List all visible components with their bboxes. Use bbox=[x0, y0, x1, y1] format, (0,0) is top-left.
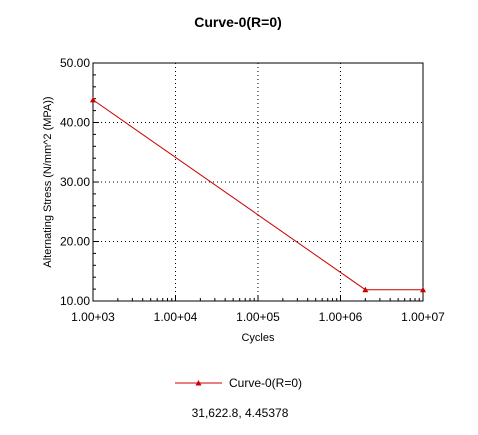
legend-marker bbox=[195, 380, 202, 386]
x-tick-label: 1.00+04 bbox=[154, 310, 198, 324]
grid-lines bbox=[93, 63, 423, 301]
x-tick-label: 1.00+05 bbox=[236, 310, 280, 324]
x-axis-label: Cycles bbox=[241, 332, 275, 344]
y-tick-label: 30.00 bbox=[60, 175, 90, 189]
y-axis-label: Alternating Stress (N/mm^2 (MPA)) bbox=[42, 96, 54, 267]
data-point bbox=[362, 286, 369, 293]
x-tick-label: 1.00+06 bbox=[319, 310, 363, 324]
y-tick-label: 40.00 bbox=[60, 116, 90, 130]
cursor-readout: 31,622.8, 4.45378 bbox=[192, 406, 289, 420]
x-tick-label: 1.00+07 bbox=[401, 310, 445, 324]
y-axis-ticks: 10.00 20.00 30.00 40.00 50.00 bbox=[60, 56, 99, 308]
y-tick-label: 10.00 bbox=[60, 294, 90, 308]
y-tick-label: 50.00 bbox=[60, 56, 90, 70]
data-point bbox=[420, 286, 426, 293]
minor-ticks bbox=[93, 74, 420, 301]
data-point bbox=[90, 96, 96, 103]
legend: Curve-0(R=0) bbox=[175, 376, 302, 390]
x-tick-label: 1.00+03 bbox=[71, 310, 115, 324]
series-line bbox=[92, 99, 423, 291]
chart-title: Curve-0(R=0) bbox=[194, 14, 282, 30]
series-layer bbox=[90, 96, 426, 293]
x-axis-ticks: 1.00+03 1.00+04 1.00+05 1.00+06 1.00+07 bbox=[71, 295, 445, 324]
y-tick-label: 20.00 bbox=[60, 235, 90, 249]
legend-label: Curve-0(R=0) bbox=[229, 376, 302, 390]
